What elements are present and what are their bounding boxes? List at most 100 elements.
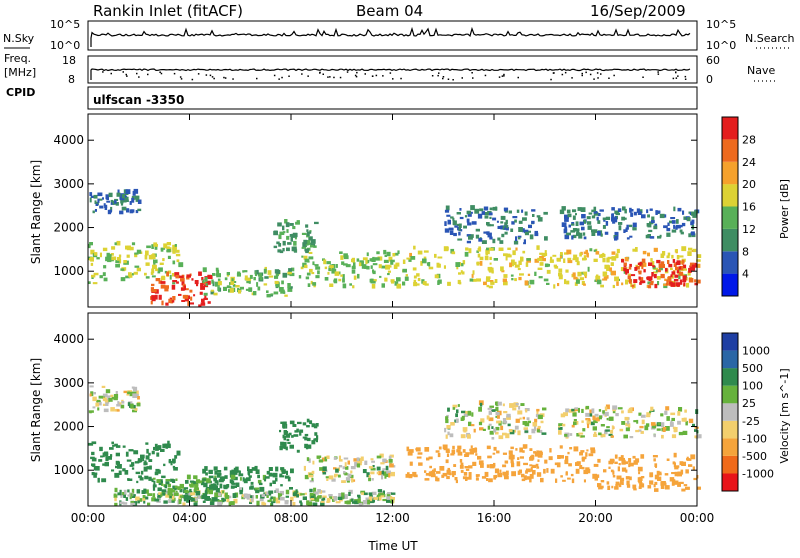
velocity-cell bbox=[638, 412, 642, 416]
velocity-cell bbox=[588, 418, 591, 422]
power-cell bbox=[298, 275, 302, 279]
velocity-cell bbox=[588, 453, 594, 457]
power-cell bbox=[274, 269, 280, 274]
power-cell bbox=[458, 272, 462, 275]
velocity-cell bbox=[103, 408, 109, 413]
velocity-cell bbox=[269, 482, 272, 487]
velocity-cell bbox=[182, 502, 186, 506]
power-cell bbox=[674, 274, 679, 277]
power-cell bbox=[351, 258, 355, 263]
velocity-cell bbox=[109, 447, 114, 450]
nave-dot bbox=[281, 76, 283, 79]
velocity-cell bbox=[219, 483, 223, 489]
time-tick-label: 08:00 bbox=[274, 511, 309, 525]
power-cell bbox=[577, 207, 582, 211]
velocity-cell bbox=[338, 493, 342, 498]
nave-dot bbox=[471, 72, 473, 74]
velocity-cell bbox=[161, 483, 164, 486]
power-cell bbox=[624, 208, 627, 214]
velocity-cell bbox=[255, 495, 258, 499]
velocity-cell bbox=[309, 499, 312, 504]
power-cell bbox=[563, 258, 566, 263]
velocity-cell bbox=[510, 459, 514, 464]
power-cell bbox=[595, 277, 599, 282]
velocity-cell bbox=[246, 496, 250, 500]
velocity-cell bbox=[638, 429, 642, 432]
power-cell bbox=[583, 219, 587, 224]
velocity-cell bbox=[688, 418, 694, 424]
power-cell bbox=[648, 229, 653, 233]
power-cell bbox=[596, 279, 602, 285]
power-cell bbox=[616, 248, 620, 254]
velocity-cell bbox=[193, 481, 198, 486]
velocity-cell bbox=[94, 466, 100, 471]
power-cell bbox=[259, 273, 262, 277]
power-cell bbox=[345, 264, 351, 268]
velocity-cell bbox=[694, 429, 697, 432]
velocity-cell bbox=[486, 445, 491, 450]
power-cell bbox=[176, 281, 179, 284]
power-cell bbox=[564, 234, 570, 240]
power-colorbar-tick: 28 bbox=[742, 133, 756, 146]
velocity-cell bbox=[580, 435, 585, 438]
velocity-cell bbox=[529, 455, 535, 460]
velocity-cell bbox=[137, 500, 140, 504]
velocity-cell bbox=[605, 404, 610, 410]
velocity-cell bbox=[536, 408, 540, 412]
power-cell bbox=[372, 256, 375, 261]
velocity-cell bbox=[447, 467, 450, 473]
power-cell bbox=[89, 197, 92, 203]
power-ytick-label: 3000 bbox=[53, 177, 84, 191]
velocity-cell bbox=[366, 499, 371, 505]
velocity-cell bbox=[482, 428, 486, 431]
velocity-cell bbox=[470, 448, 476, 453]
power-cell bbox=[213, 292, 218, 296]
velocity-cell bbox=[195, 497, 198, 502]
power-cell bbox=[164, 270, 168, 274]
power-cell bbox=[175, 253, 181, 257]
velocity-cell bbox=[157, 445, 162, 450]
velocity-cell bbox=[415, 448, 418, 451]
power-cell bbox=[615, 212, 620, 216]
velocity-cell bbox=[234, 485, 237, 488]
power-cell bbox=[466, 210, 471, 215]
velocity-cell bbox=[204, 496, 208, 501]
power-cell bbox=[308, 231, 312, 234]
power-cell bbox=[483, 206, 489, 211]
power-cell bbox=[655, 269, 659, 273]
power-cell bbox=[559, 209, 565, 215]
velocity-cell bbox=[321, 498, 325, 501]
nave-dot bbox=[307, 75, 309, 77]
velocity-colorbar-segment bbox=[722, 368, 738, 386]
power-cell bbox=[115, 260, 120, 263]
power-cell bbox=[649, 236, 655, 239]
power-colorbar-tick: 20 bbox=[742, 178, 756, 191]
power-colorbar-tick: 24 bbox=[742, 156, 756, 169]
velocity-cell bbox=[663, 482, 667, 486]
velocity-cell bbox=[424, 470, 427, 473]
velocity-cell bbox=[117, 492, 122, 496]
power-cell bbox=[390, 260, 394, 265]
velocity-cell bbox=[239, 489, 243, 495]
velocity-cell bbox=[279, 445, 283, 451]
velocity-cell bbox=[348, 492, 351, 496]
nave-dot bbox=[564, 71, 567, 74]
velocity-cell bbox=[391, 492, 396, 495]
velocity-cell bbox=[641, 419, 645, 425]
velocity-cell bbox=[190, 492, 196, 496]
velocity-cell bbox=[214, 475, 217, 480]
velocity-cell bbox=[352, 479, 356, 482]
velocity-cell bbox=[179, 495, 184, 498]
velocity-heatmap-cells bbox=[88, 385, 702, 506]
velocity-cell bbox=[638, 480, 642, 484]
power-cell bbox=[246, 281, 251, 284]
velocity-cell bbox=[131, 391, 137, 394]
velocity-cell bbox=[628, 458, 632, 463]
velocity-cell bbox=[309, 493, 314, 498]
velocity-cell bbox=[216, 470, 222, 473]
power-cell bbox=[109, 254, 112, 259]
power-cell bbox=[289, 223, 294, 226]
velocity-cell bbox=[278, 493, 281, 496]
power-cell bbox=[686, 217, 691, 222]
velocity-cell bbox=[124, 470, 129, 475]
